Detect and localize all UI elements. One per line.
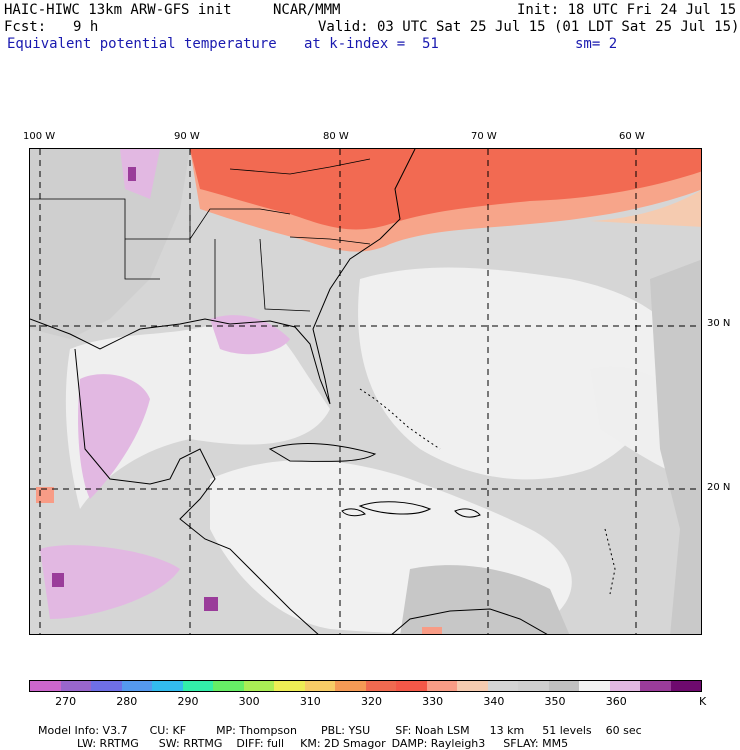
atlantic-light-region xyxy=(358,267,680,480)
forecast-label: Fcst: xyxy=(4,19,47,35)
warm-band-edge xyxy=(590,190,701,227)
colorbar-tick-label: 270 xyxy=(55,695,77,708)
cuba-outline xyxy=(268,443,377,462)
south-caribbean-gray xyxy=(400,565,570,634)
longwave-scheme: LW: RRTMG xyxy=(77,737,139,750)
plains-purple xyxy=(120,149,160,199)
hispaniola-outline xyxy=(358,501,432,515)
colorbar-swatch xyxy=(243,681,274,691)
border-southeast xyxy=(189,208,291,240)
diffusion-option: DIFF: full xyxy=(236,737,285,750)
map-canvas xyxy=(30,149,701,634)
damping-option: DAMP: Rayleigh3 xyxy=(391,737,486,750)
warm-spot-south xyxy=(422,627,442,634)
colorbar-swatch xyxy=(152,681,183,691)
colorbar-swatch xyxy=(91,681,122,691)
latlon-grid xyxy=(30,149,701,634)
colorbar-tick-label: 350 xyxy=(544,695,566,708)
colorbar-tick-label: 320 xyxy=(361,695,382,708)
model-version: Model Info: V3.7 xyxy=(38,724,128,737)
gulf-light-region xyxy=(65,317,331,509)
theta-e-map xyxy=(29,148,702,635)
shortwave-scheme: SW: RRTMG xyxy=(158,737,223,750)
colorbar-swatch xyxy=(609,681,640,691)
surface-layer-option: SFLAY: MM5 xyxy=(503,737,569,750)
dark-purple-spot-3 xyxy=(128,167,136,181)
colorbar-swatch xyxy=(274,681,305,691)
gulf-west-purple xyxy=(78,374,150,499)
colorbar xyxy=(29,680,702,692)
mexico-central-america-coast xyxy=(74,348,319,634)
colorbar-tick-label: 360 xyxy=(605,695,627,708)
init-time: Init: 18 UTC Fri 24 Jul 15 xyxy=(517,2,737,18)
level-info: at k-index = 51 xyxy=(304,36,439,52)
coastlines xyxy=(30,149,616,634)
colorbar-swatch xyxy=(213,681,244,691)
lesser-antilles-outline xyxy=(604,528,616,595)
colorbar-tick-label: 340 xyxy=(483,695,505,708)
border-al-ga xyxy=(259,238,311,312)
colorbar-swatch xyxy=(548,681,579,691)
footer-line2: LW: RRTMG SW: RRTMG DIFF: full KM: 2D Smago… xyxy=(70,724,568,750)
lon-label-60w: 60 W xyxy=(619,131,645,142)
lon-label-70w: 70 W xyxy=(471,131,497,142)
us-gulf-east-coast xyxy=(30,149,416,405)
lon-label-100w: 100 W xyxy=(23,131,56,142)
dark-purple-spot-2 xyxy=(204,597,218,611)
colorbar-swatch xyxy=(670,681,701,691)
colorbar-swatch xyxy=(426,681,457,691)
lon-label-80w: 80 W xyxy=(323,131,349,142)
colorbar-tick-label: 290 xyxy=(177,695,199,708)
south-america-coast xyxy=(391,608,548,634)
valid-time: Valid: 03 UTC Sat 25 Jul 15 (01 LDT Sat … xyxy=(318,19,740,35)
field-name: Equivalent potential temperature xyxy=(7,36,277,52)
colorbar-swatch xyxy=(487,681,518,691)
km-option: KM: 2D Smagor xyxy=(300,737,386,750)
colorbar-swatch xyxy=(457,681,488,691)
timestep: 60 sec xyxy=(605,724,642,737)
border-tn-ky xyxy=(229,158,371,175)
smoothing-info: sm= 2 xyxy=(575,36,618,52)
colorbar-tick-label: 300 xyxy=(238,695,260,708)
colorbar-swatch xyxy=(121,681,152,691)
colorbar-swatch xyxy=(579,681,610,691)
forecast-hour: 9 h xyxy=(73,19,99,35)
colorbar-tick-label: 280 xyxy=(116,695,138,708)
colorbar-swatch xyxy=(365,681,396,691)
microphysics-scheme: MP: Thompson xyxy=(216,724,297,737)
gulf-north-purple xyxy=(210,315,290,355)
puerto-rico-outline xyxy=(454,508,481,518)
lat-label-30n: 30 N xyxy=(707,318,731,329)
colorbar-swatch xyxy=(30,681,61,691)
pbl-scheme: PBL: YSU xyxy=(320,724,371,737)
border-ga-sc xyxy=(289,236,371,245)
colorbar-swatch xyxy=(60,681,91,691)
colorbar-unit: K xyxy=(699,695,707,708)
colorbar-tick-label: 330 xyxy=(422,695,444,708)
colorbar-swatch xyxy=(396,681,427,691)
pacific-purple xyxy=(40,545,180,619)
lat-label-20n: 20 N xyxy=(707,482,731,493)
model-title: HAIC-HIWC 13km ARW-GFS init xyxy=(4,2,232,18)
colorbar-swatch xyxy=(182,681,213,691)
surface-scheme: SF: Noah LSM xyxy=(395,724,470,737)
cumulus-scheme: CU: KF xyxy=(149,724,187,737)
bahamas-outline xyxy=(359,388,441,450)
lon-label-90w: 90 W xyxy=(174,131,200,142)
jamaica-outline xyxy=(341,508,366,517)
resolution: 13 km xyxy=(489,724,525,737)
colorbar-swatch xyxy=(304,681,335,691)
colorbar-tick-label: 310 xyxy=(299,695,321,708)
colorbar-swatch xyxy=(640,681,671,691)
org-label: NCAR/MMM xyxy=(273,2,341,18)
footer-line1: Model Info: V3.7 CU: KF MP: Thompson PBL: Y… xyxy=(31,711,642,737)
colorbar-swatch xyxy=(335,681,366,691)
dark-purple-spot-1 xyxy=(52,573,64,587)
levels: 51 levels xyxy=(542,724,592,737)
colorbar-swatch xyxy=(518,681,549,691)
east-atlantic-gray xyxy=(650,259,701,634)
